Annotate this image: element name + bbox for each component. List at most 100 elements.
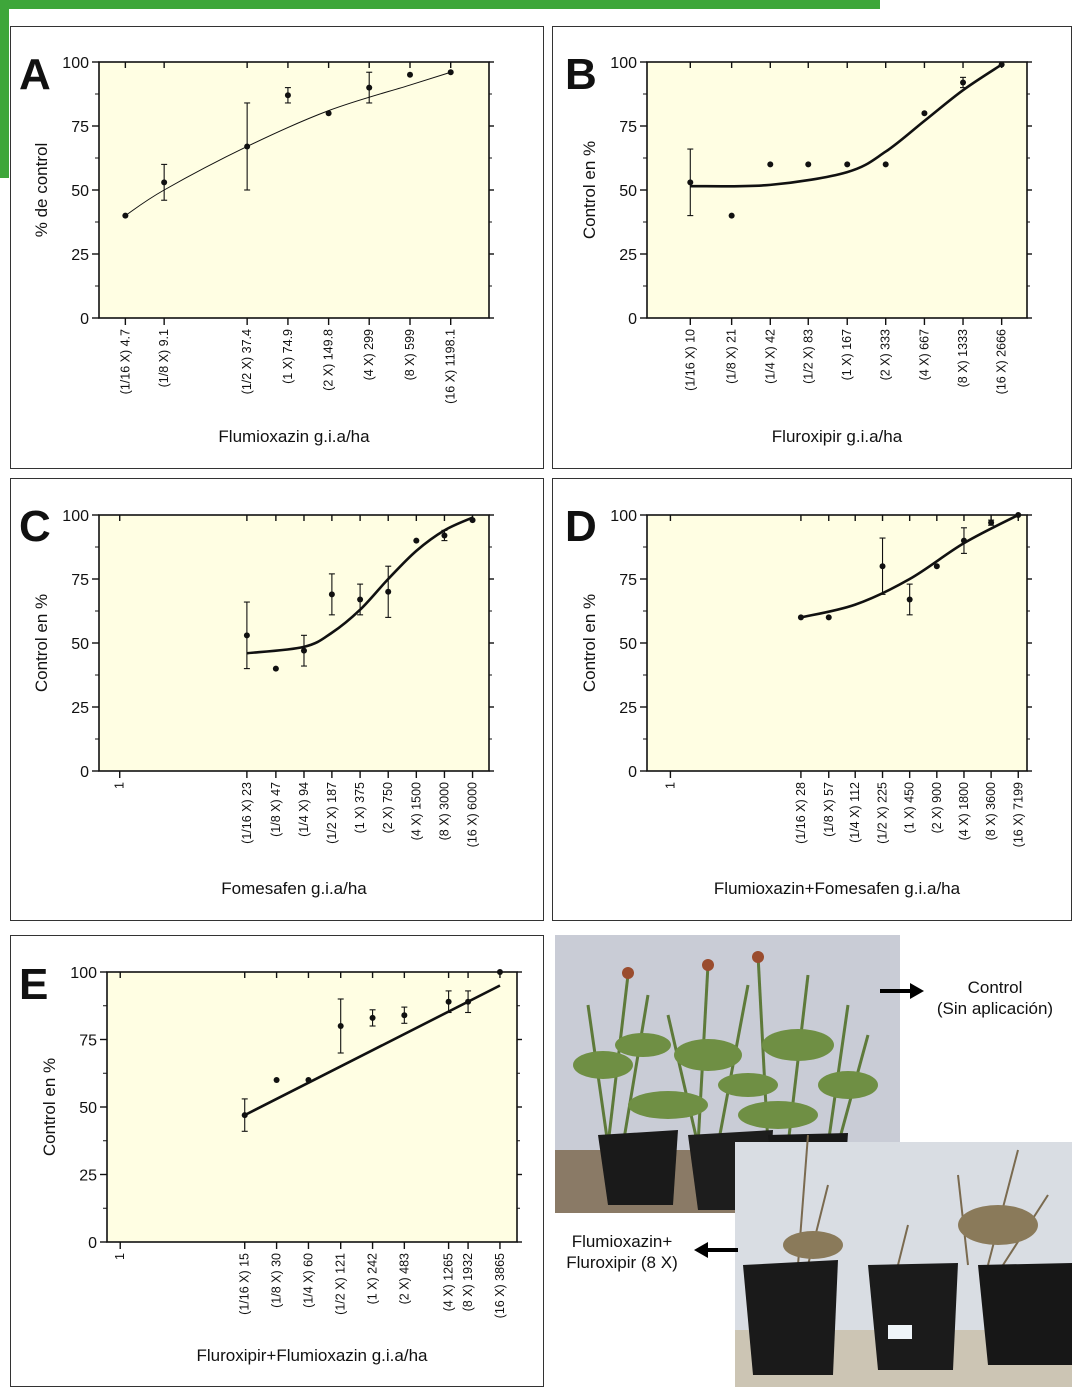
x-tick-label: (16 X) 6000 — [466, 782, 480, 847]
y-tick-label: 50 — [71, 183, 89, 200]
y-axis-label: % de control — [32, 143, 51, 238]
y-tick-label: 25 — [71, 700, 89, 717]
x-tick-label: (4 X) 299 — [362, 329, 376, 380]
y-tick-label: 0 — [80, 764, 89, 781]
x-tick-label: (16 X) 2666 — [995, 329, 1009, 394]
panel-letter: B — [565, 50, 597, 99]
plot-area — [106, 971, 518, 1243]
x-tick-label: (1/2 X) 83 — [801, 329, 815, 384]
data-point — [284, 92, 291, 99]
y-tick-label: 100 — [62, 55, 89, 72]
data-point — [960, 79, 967, 86]
x-tick-label: (1/2 X) 121 — [334, 1253, 348, 1315]
data-point — [122, 212, 129, 219]
x-tick-label: (2 X) 750 — [381, 782, 395, 833]
x-axis-label: Fluroxipir+Flumioxazin g.i.a/ha — [196, 1346, 428, 1365]
x-tick-label: (2 X) 483 — [397, 1253, 411, 1304]
fitted-curve — [246, 516, 474, 655]
x-tick-label: (1 X) 74.9 — [281, 329, 295, 384]
data-point — [357, 596, 364, 603]
data-point — [933, 563, 940, 570]
x-tick-label: (8 X) 1932 — [461, 1253, 475, 1311]
green-accent-bar-top — [0, 0, 880, 9]
data-point — [960, 537, 967, 544]
data-point — [469, 517, 476, 524]
data-point — [728, 212, 735, 219]
x-tick-label: (1/8 X) 47 — [269, 782, 283, 837]
y-tick-label: 25 — [619, 700, 637, 717]
control-label-line2: (Sin aplicación) — [936, 999, 1054, 1018]
x-tick-label: (1/4 X) 112 — [848, 782, 862, 843]
data-point — [243, 632, 250, 639]
data-point — [401, 1012, 408, 1019]
data-point — [369, 1014, 376, 1021]
plot-area — [98, 514, 490, 772]
data-point — [687, 179, 694, 186]
green-accent-bar-left — [0, 0, 9, 178]
y-tick-label: 75 — [619, 119, 637, 136]
y-tick-label: 75 — [79, 1033, 97, 1050]
x-tick-label: 1 — [113, 1253, 127, 1260]
data-point — [272, 665, 279, 672]
y-tick-label: 25 — [79, 1168, 97, 1185]
plot-area — [98, 61, 490, 319]
x-tick-label: (1/4 X) 94 — [297, 782, 311, 837]
x-tick-label: (1/2 X) 187 — [325, 782, 339, 844]
control-label-line1: Control — [967, 978, 1023, 997]
x-tick-label: (2 X) 333 — [879, 329, 893, 380]
data-point — [241, 1112, 248, 1119]
y-tick-label: 75 — [71, 119, 89, 136]
data-point — [273, 1077, 280, 1083]
x-tick-label: (4 X) 1800 — [957, 782, 971, 840]
x-tick-label: (1/16 X) 28 — [794, 782, 808, 844]
panel-letter: A — [19, 50, 51, 99]
y-tick-label: 100 — [70, 965, 97, 982]
x-axis-label: Fluroxipir g.i.a/ha — [772, 427, 903, 446]
x-tick-label: (1/16 X) 15 — [238, 1253, 252, 1315]
data-point — [413, 537, 420, 544]
y-tick-label: 0 — [80, 311, 89, 328]
plant-photo — [555, 935, 1072, 1387]
chart-c-svg: C 0 25 50 75 100 1 (1/16 X) 23 (1/8 X) 47 (1/4 X)… — [19, 502, 494, 898]
x-tick-label: (1 X) 450 — [903, 782, 917, 833]
y-tick-label: 100 — [62, 508, 89, 525]
data-point — [767, 161, 774, 168]
data-point — [465, 998, 472, 1005]
photo-panel: Control (Sin aplicación) Flumioxazin+ Fl… — [548, 935, 1072, 1387]
x-tick-label: (4 X) 1500 — [409, 782, 423, 840]
y-tick-label: 75 — [619, 572, 637, 589]
data-point — [882, 161, 889, 168]
x-tick-label: (1/8 X) 21 — [725, 329, 739, 384]
x-tick-label: (1/4 X) 42 — [763, 329, 777, 384]
chart-b-svg: B 0 25 50 75 100 (1/16 X) 10 (1/8 X) 21 (1/4 X) … — [565, 50, 1032, 446]
data-point — [161, 179, 168, 186]
data-point — [445, 998, 452, 1005]
y-tick-label: 0 — [88, 1235, 97, 1252]
y-tick-label: 50 — [619, 636, 637, 653]
data-point — [496, 969, 503, 975]
data-point — [325, 110, 332, 117]
x-tick-label: (1/4 X) 60 — [301, 1253, 315, 1308]
panel-letter: E — [19, 960, 48, 1009]
plot-area — [646, 61, 1028, 319]
x-tick-label: 1 — [113, 782, 127, 789]
x-tick-label: (1/8 X) 9.1 — [157, 329, 171, 387]
x-tick-label: (1/8 X) 30 — [270, 1253, 284, 1308]
chart-panel-d: D 0 25 50 75 100 1 (1/16 X) 28 (1/8 X) 57 (1/4 X)… — [552, 478, 1072, 921]
data-point — [385, 588, 392, 595]
fitted-curve — [690, 63, 1003, 188]
x-tick-label: (1/16 X) 10 — [683, 329, 697, 391]
arrow-right-icon — [880, 983, 924, 999]
x-tick-label: 1 — [663, 782, 677, 789]
y-tick-label: 50 — [619, 183, 637, 200]
data-point — [988, 519, 995, 526]
data-point — [337, 1023, 344, 1029]
y-axis-label: Control en % — [580, 141, 599, 239]
data-point — [305, 1077, 312, 1083]
data-point — [366, 84, 373, 91]
data-point — [998, 61, 1005, 68]
y-tick-label: 100 — [610, 55, 637, 72]
data-point — [805, 161, 812, 168]
data-point — [244, 143, 251, 150]
x-tick-label: (1/2 X) 225 — [876, 782, 890, 844]
